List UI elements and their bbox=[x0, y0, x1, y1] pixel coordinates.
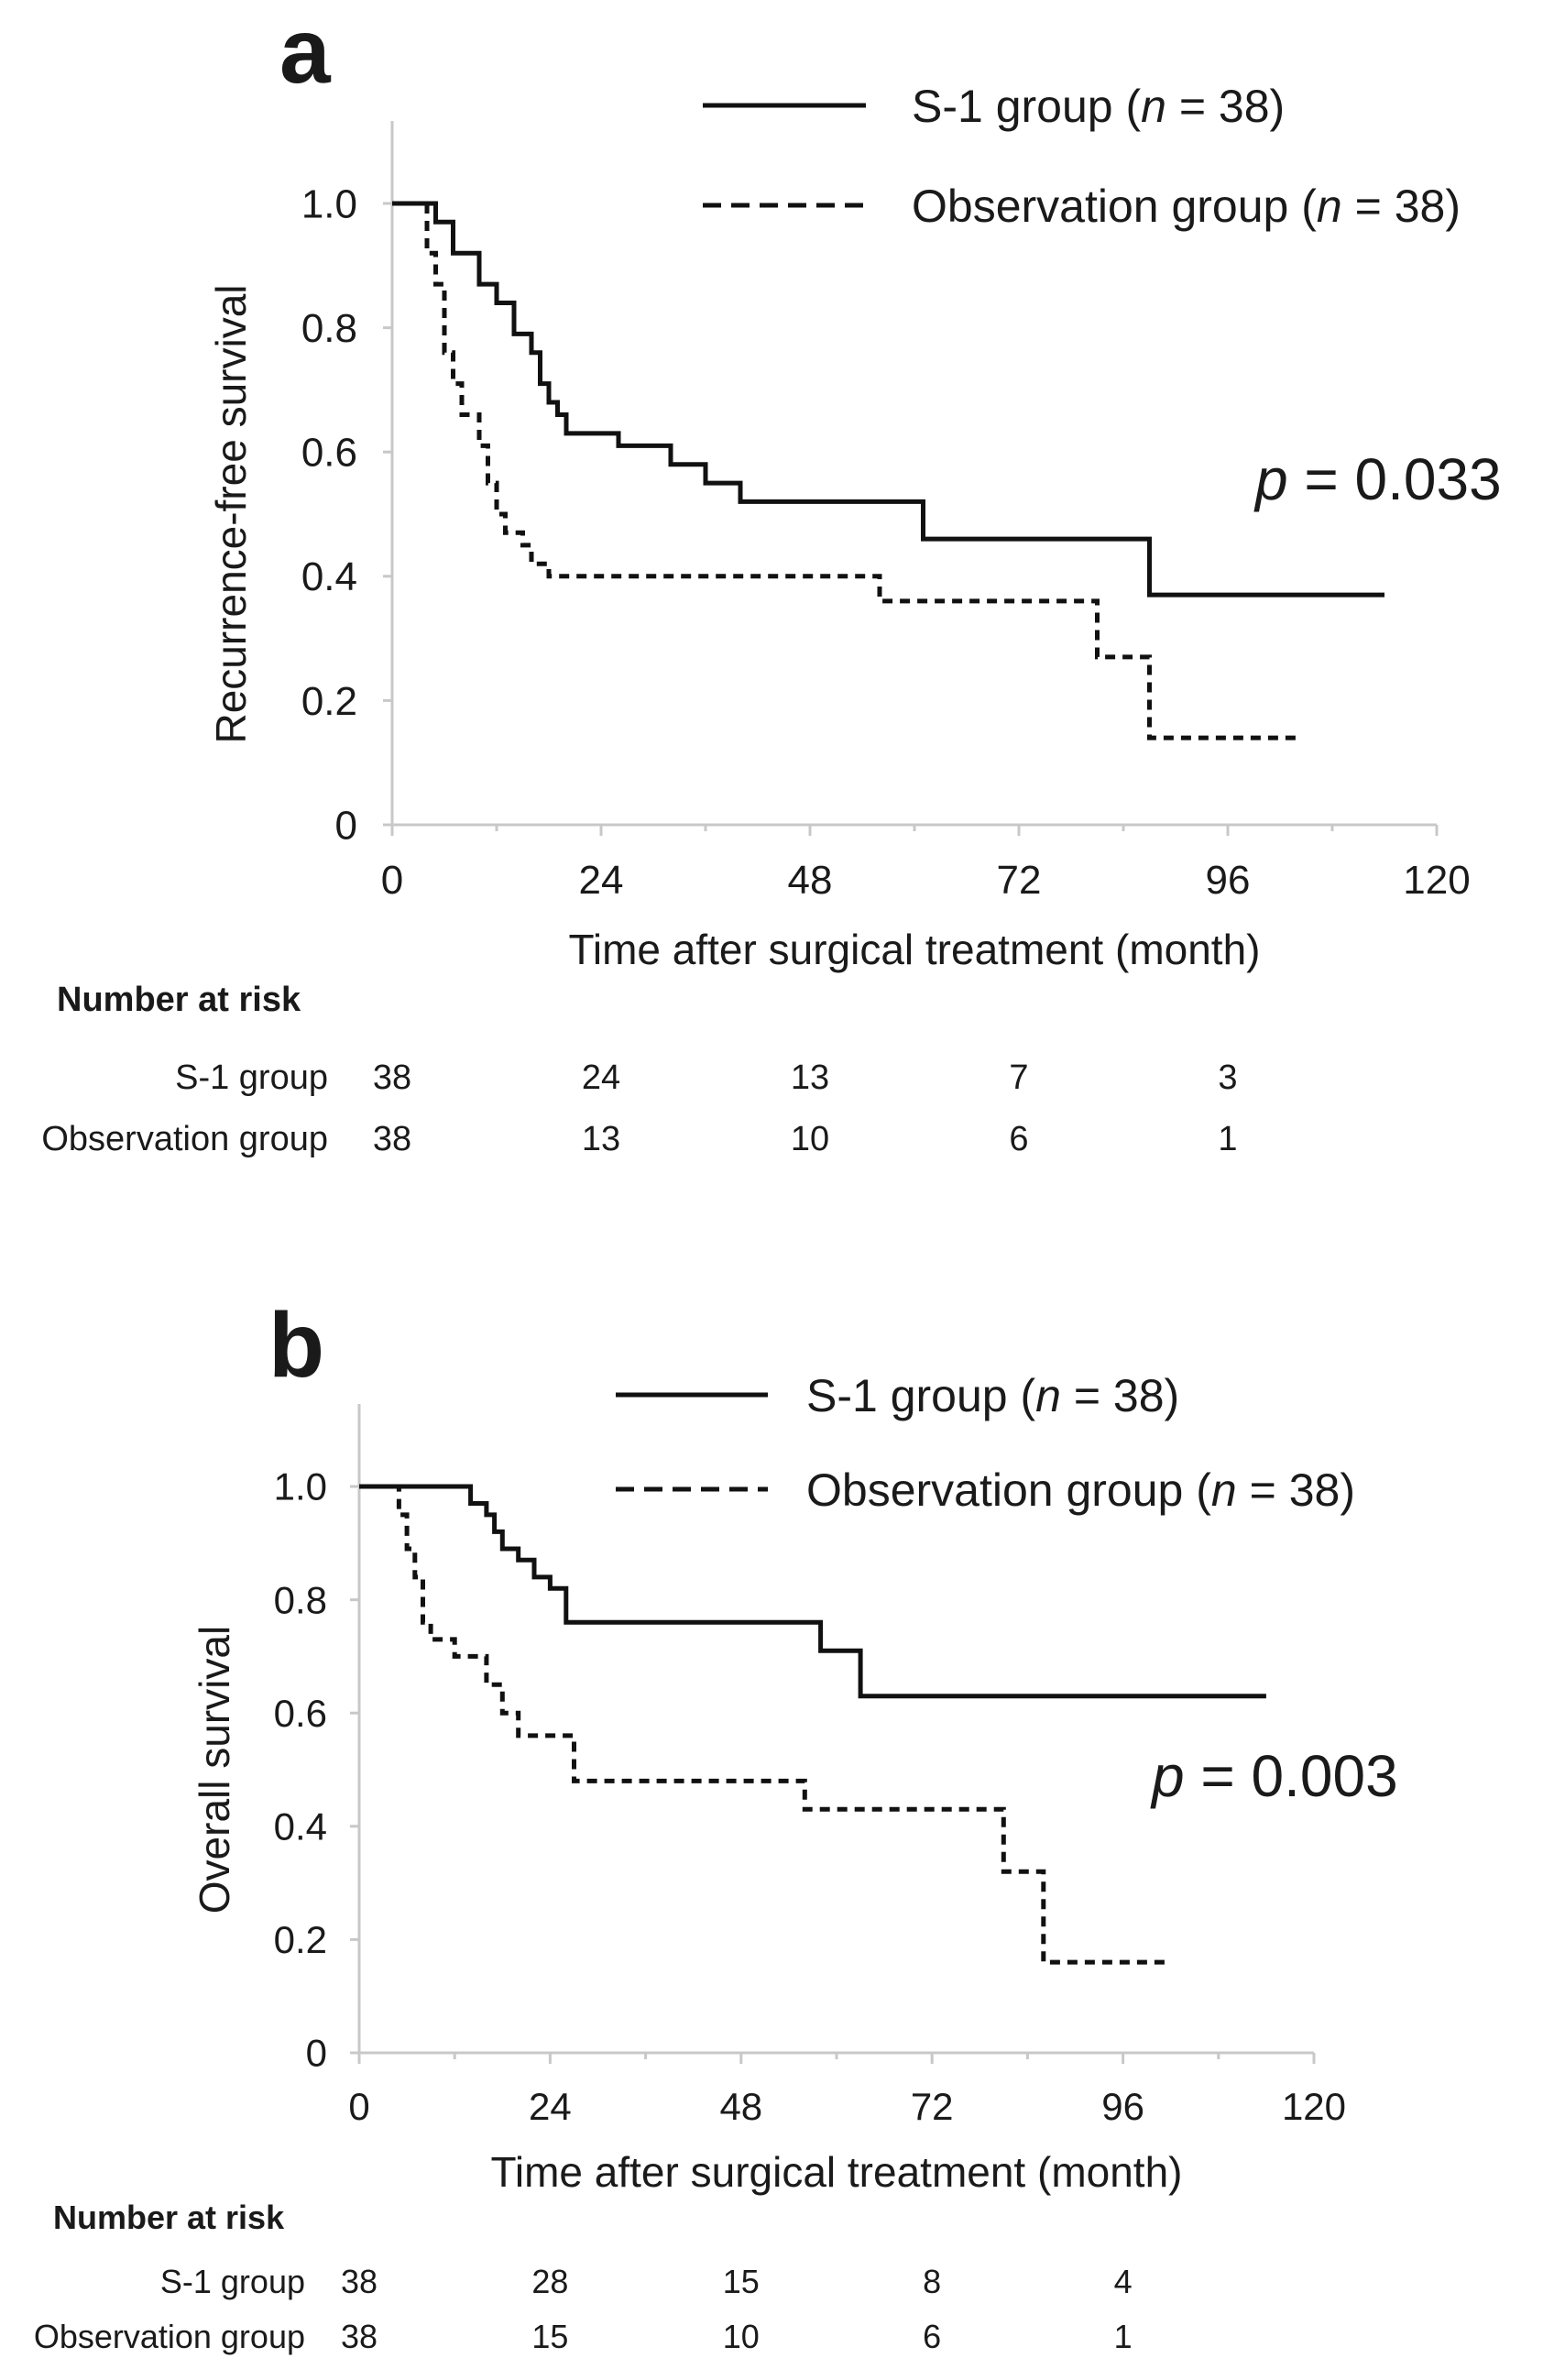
risk-table-cell: 6 bbox=[923, 2318, 941, 2355]
x-tick-label: 24 bbox=[579, 858, 624, 903]
legend-entry: Observation group (n = 38) bbox=[912, 181, 1461, 232]
risk-table: Number at risk S-1 group 38 28 15 8 4 Observati… bbox=[34, 2199, 1133, 2355]
legend-n-value: = 38) bbox=[1166, 81, 1285, 132]
legend-n-value: = 38) bbox=[1237, 1464, 1355, 1516]
risk-table-cell: 13 bbox=[582, 1120, 620, 1158]
legend-entry: S-1 group (n = 38) bbox=[912, 81, 1285, 132]
risk-table-row-label: Observation group bbox=[34, 2318, 305, 2355]
legend-n-value: = 38) bbox=[1061, 1370, 1179, 1421]
legend-n-symbol: n bbox=[1317, 181, 1342, 232]
risk-table-cell: 7 bbox=[1009, 1058, 1028, 1097]
y-tick-label: 0.4 bbox=[301, 554, 357, 599]
y-tick-label: 0.2 bbox=[301, 679, 357, 724]
risk-table-cell: 38 bbox=[373, 1058, 411, 1097]
risk-table-cell: 24 bbox=[582, 1058, 620, 1097]
panel-label: b bbox=[268, 1294, 324, 1397]
legend-label: Observation group ( bbox=[806, 1464, 1211, 1516]
x-tick-label: 96 bbox=[1101, 2085, 1144, 2128]
legend-n-symbol: n bbox=[1211, 1464, 1237, 1516]
y-tick-label: 1.0 bbox=[274, 1465, 327, 1508]
risk-table-cell: 1 bbox=[1114, 2318, 1133, 2355]
x-tick-label: 72 bbox=[997, 858, 1042, 903]
x-tick-label: 24 bbox=[529, 2085, 572, 2128]
legend-entry: Observation group (n = 38) bbox=[806, 1464, 1355, 1516]
legend-entry: S-1 group (n = 38) bbox=[806, 1370, 1179, 1421]
risk-table-row-label: Observation group bbox=[41, 1120, 328, 1158]
y-axis-label: Recurrence-free survival bbox=[207, 284, 255, 743]
x-tick-label: 0 bbox=[381, 858, 403, 903]
y-tick-label: 0 bbox=[306, 2032, 327, 2075]
panel-label: a bbox=[279, 0, 332, 103]
y-tick-label: 0 bbox=[335, 803, 357, 848]
x-axis-label: Time after surgical treatment (month) bbox=[569, 926, 1261, 973]
risk-table-row-label: S-1 group bbox=[160, 2263, 305, 2300]
risk-table-cell: 28 bbox=[531, 2263, 568, 2300]
risk-table-cell: 15 bbox=[723, 2263, 760, 2300]
risk-table-cell: 1 bbox=[1218, 1120, 1237, 1158]
risk-table-cell: 15 bbox=[531, 2318, 568, 2355]
p-symbol: p bbox=[1150, 1743, 1185, 1809]
legend-n-symbol: n bbox=[1141, 81, 1166, 132]
risk-table-cell: 38 bbox=[373, 1120, 411, 1158]
survival-curve-s1 bbox=[359, 1484, 1266, 1699]
legend-n-symbol: n bbox=[1035, 1370, 1061, 1421]
legend-label: Observation group ( bbox=[912, 181, 1317, 232]
y-tick-label: 1.0 bbox=[301, 181, 357, 226]
survival-curve-s1 bbox=[392, 201, 1384, 598]
legend-label: S-1 group ( bbox=[806, 1370, 1035, 1421]
p-number: = 0.033 bbox=[1288, 446, 1502, 512]
x-axis-label: Time after surgical treatment (month) bbox=[491, 2148, 1183, 2196]
x-tick-label: 48 bbox=[788, 858, 833, 903]
x-tick-label: 120 bbox=[1282, 2085, 1346, 2128]
p-value: p = 0.033 bbox=[1253, 446, 1502, 512]
risk-table-row-label: S-1 group bbox=[175, 1058, 328, 1097]
x-tick-label: 120 bbox=[1403, 858, 1470, 903]
x-tick-label: 48 bbox=[719, 2085, 762, 2128]
legend-label: S-1 group ( bbox=[912, 81, 1141, 132]
risk-table: Number at risk S-1 group 38 24 13 7 3 Observati… bbox=[41, 981, 1237, 1158]
y-tick-label: 0.6 bbox=[301, 431, 357, 476]
p-value: p = 0.003 bbox=[1150, 1743, 1398, 1809]
y-axis-label: Overall survival bbox=[191, 1626, 238, 1914]
risk-table-cell: 10 bbox=[723, 2318, 760, 2355]
p-number: = 0.003 bbox=[1185, 1743, 1398, 1809]
p-symbol: p bbox=[1253, 446, 1288, 512]
y-tick-label: 0.6 bbox=[274, 1692, 327, 1735]
chart-panel-a: a 0 0.2 0.4 0.6 0.8 1.0 0 24 48 72 96 120 Time after … bbox=[41, 0, 1501, 1158]
legend-n-value: = 38) bbox=[1342, 181, 1461, 232]
risk-table-cell: 13 bbox=[791, 1058, 829, 1097]
x-tick-label: 0 bbox=[348, 2085, 369, 2128]
y-tick-label: 0.2 bbox=[274, 1918, 327, 1961]
survival-curve-observation bbox=[359, 1484, 1171, 1965]
risk-table-title: Number at risk bbox=[57, 981, 301, 1019]
risk-table-cell: 10 bbox=[791, 1120, 829, 1158]
y-tick-label: 0.4 bbox=[274, 1805, 327, 1848]
risk-table-cell: 3 bbox=[1218, 1058, 1237, 1097]
risk-table-cell: 38 bbox=[341, 2318, 378, 2355]
x-tick-label: 72 bbox=[911, 2085, 954, 2128]
risk-table-title: Number at risk bbox=[53, 2199, 285, 2236]
x-tick-label: 96 bbox=[1206, 858, 1251, 903]
survival-curve-observation bbox=[392, 201, 1297, 740]
y-tick-label: 0.8 bbox=[301, 306, 357, 351]
risk-table-cell: 6 bbox=[1009, 1120, 1028, 1158]
risk-table-cell: 38 bbox=[341, 2263, 378, 2300]
risk-table-cell: 4 bbox=[1114, 2263, 1133, 2300]
y-tick-label: 0.8 bbox=[274, 1578, 327, 1621]
risk-table-cell: 8 bbox=[923, 2263, 941, 2300]
